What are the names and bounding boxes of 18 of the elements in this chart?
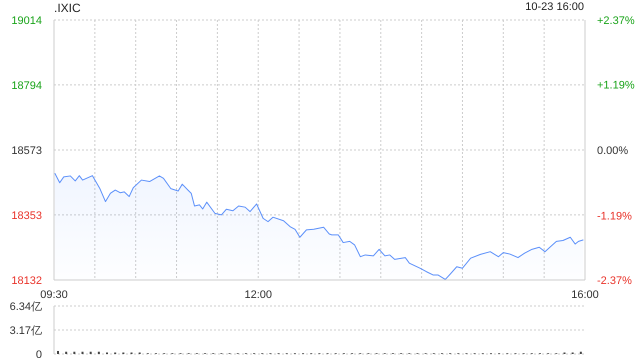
y2-tick-label: -2.37% xyxy=(597,275,632,287)
y-tick-label: 18573 xyxy=(11,145,42,157)
chart-subtitle: 10-23 16:00 xyxy=(525,1,584,13)
y-tick-label: 18353 xyxy=(11,210,42,222)
y2-tick-label: +1.19% xyxy=(597,80,635,92)
y-tick-label: 6.34亿 xyxy=(10,301,42,313)
y-tick-label: 18132 xyxy=(11,275,42,287)
x-tick-label: 16:00 xyxy=(571,289,599,301)
y-tick-label: 0 xyxy=(36,349,42,360)
x-tick-label: 12:00 xyxy=(244,289,272,301)
y2-tick-label: -1.19% xyxy=(597,210,632,222)
x-tick-label: 09:30 xyxy=(40,289,68,301)
y-tick-label: 3.17亿 xyxy=(10,325,42,337)
y2-tick-label: +2.37% xyxy=(597,15,635,27)
chart-title: .IXIC xyxy=(54,1,81,15)
y2-tick-label: 0.00% xyxy=(597,145,628,157)
y-tick-label: 18794 xyxy=(11,80,42,92)
y-tick-label: 19014 xyxy=(11,15,42,27)
